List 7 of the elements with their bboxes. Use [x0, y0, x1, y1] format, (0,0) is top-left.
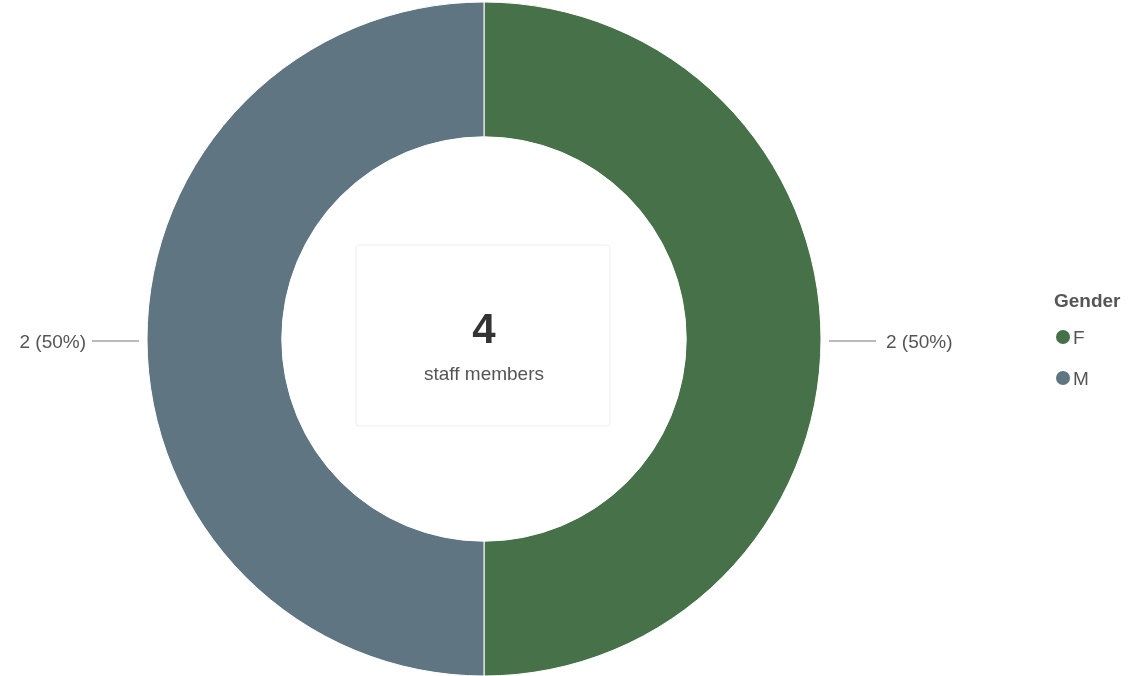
- legend-label: F: [1073, 327, 1085, 348]
- legend-label: M: [1073, 368, 1089, 389]
- data-label: 2 (50%): [19, 331, 86, 352]
- data-label: 2 (50%): [886, 331, 953, 352]
- legend-title: Gender: [1054, 290, 1122, 311]
- text: 4: [472, 305, 497, 352]
- text: staff members: [423, 363, 545, 384]
